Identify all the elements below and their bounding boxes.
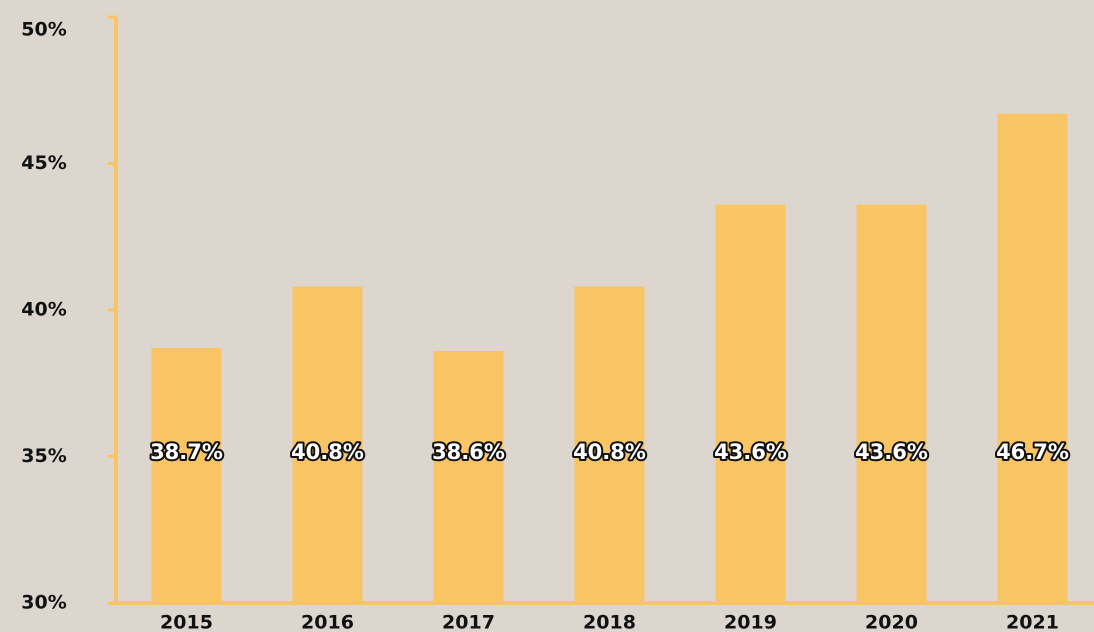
bar <box>574 286 645 603</box>
x-tick-label: 2015 <box>160 612 213 632</box>
x-tick-label: 2016 <box>301 612 354 632</box>
x-tick-label: 2019 <box>724 612 777 632</box>
y-tick-label: 30% <box>21 592 66 614</box>
bar <box>997 113 1068 603</box>
value-label: 43.6% <box>714 440 787 464</box>
y-tick-label: 40% <box>21 299 66 321</box>
bar <box>151 348 222 603</box>
y-tick-label: 50% <box>21 19 66 41</box>
x-tick-label: 2021 <box>1006 612 1059 632</box>
value-label: 46.7% <box>996 440 1069 464</box>
x-tick-label: 2017 <box>442 612 495 632</box>
x-tick-label: 2020 <box>865 612 918 632</box>
value-label: 38.7% <box>150 440 223 464</box>
bar <box>433 351 504 603</box>
bar <box>856 204 927 603</box>
y-tick-label: 45% <box>21 152 66 174</box>
value-label: 40.8% <box>573 440 646 464</box>
bar <box>292 286 363 603</box>
y-tick-label: 35% <box>21 445 66 467</box>
value-label: 43.6% <box>855 440 928 464</box>
value-label: 40.8% <box>291 440 364 464</box>
bar <box>715 204 786 603</box>
value-label: 38.6% <box>432 440 505 464</box>
x-tick-label: 2018 <box>583 612 636 632</box>
